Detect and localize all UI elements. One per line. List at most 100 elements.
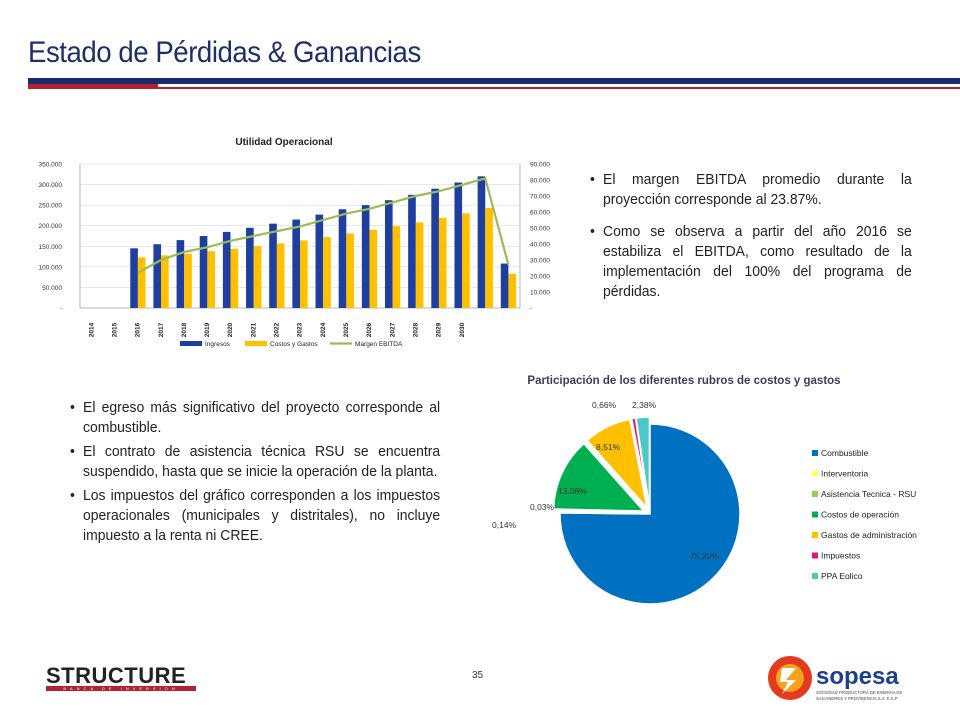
legend-label: PPA Eolico (821, 571, 863, 581)
pie-data-label: 0,14% (492, 520, 517, 530)
y2-tick-label: 10.000 (530, 290, 550, 297)
bar-costos (508, 273, 517, 308)
bullet-item: Los impuestos del gráfico corresponden a… (70, 486, 440, 546)
bar-ingresos (338, 209, 347, 308)
chart-title: Utilidad Operacional (235, 137, 332, 148)
bar-costos (207, 251, 216, 308)
x-tick-label: 2028 (413, 322, 420, 337)
page-title: Estado de Pérdidas & Ganancias (28, 36, 421, 69)
bar-costos (392, 226, 401, 308)
bar-costos (137, 257, 146, 308)
structure-logo: STRUCTURE BANCA DE INVERSION (46, 663, 196, 691)
bar-costos (253, 246, 262, 308)
x-tick-label: 2023 (297, 322, 304, 337)
legend-swatch (812, 491, 818, 497)
bar-costos (230, 248, 239, 308)
legend-swatch (812, 532, 818, 538)
bar-costos (346, 233, 354, 308)
cost-notes: El egreso más significativo del proyecto… (70, 398, 440, 550)
y2-tick-label: 70.000 (530, 194, 550, 201)
y2-tick-label: 60.000 (530, 210, 550, 217)
bullet-item: Como se observa a partir del año 2016 se… (590, 222, 912, 302)
sopesa-logo: sopesa SOCIEDAD PRODUCTORA DE ENERGIA DE… (768, 656, 902, 701)
sopesa-logo-subtext: SOCIEDAD PRODUCTORA DE ENERGIA DE (816, 690, 902, 695)
pie-slice (552, 442, 646, 512)
ebitda-notes: El margen EBITDA promedio durante la pro… (590, 170, 912, 314)
bar-ingresos (269, 223, 277, 308)
bar-ingresos (153, 244, 162, 308)
y2-tick-label: 30.000 (530, 258, 550, 265)
line-margen-ebitda (137, 177, 510, 274)
y2-tick-label: 40.000 (530, 242, 550, 249)
bar-costos (462, 213, 470, 308)
legend-label: Gastos de administración (821, 530, 917, 540)
y-tick-label: 100.000 (39, 264, 63, 271)
x-tick-label: 2025 (343, 322, 350, 337)
utilidad-operacional-chart: Utilidad Operacional - 50.000 100.000 150.0… (30, 128, 570, 360)
y2-tick-label: 80.000 (530, 178, 550, 185)
x-tick-label: 2020 (227, 322, 234, 337)
bar-ingresos (246, 227, 254, 308)
bullet-item: El margen EBITDA promedio durante la pro… (590, 170, 912, 210)
bar-ingresos (130, 248, 138, 308)
x-tick-label: 2014 (88, 322, 95, 337)
legend-label: Margen EBITDA (355, 341, 403, 348)
bar-costos (485, 208, 493, 308)
sopesa-bolt-icon (780, 668, 796, 694)
legend-swatch (180, 341, 202, 346)
y-tick-label: 250.000 (39, 203, 63, 210)
legend-label: Combustible (821, 448, 869, 458)
legend-label: Costos de operación (821, 510, 899, 520)
pie-slice (635, 416, 651, 508)
title-rule-red (28, 87, 960, 89)
bar-ingresos (384, 200, 393, 308)
title-rule-blue (28, 78, 960, 84)
legend-swatch (812, 450, 818, 456)
y-tick-label: 350.000 (39, 162, 63, 169)
x-tick-label: 2022 (274, 322, 281, 337)
sopesa-logo-text: sopesa (816, 663, 899, 690)
x-tick-label: 2015 (111, 322, 118, 337)
pie-data-label: 13,08% (558, 486, 587, 496)
bar-ingresos (292, 219, 300, 308)
legend-label: Ingresos (205, 341, 231, 348)
bar-costos (276, 243, 285, 308)
structure-logo-subtext: BANCA DE INVERSION (63, 686, 178, 691)
legend-swatch (812, 470, 818, 477)
bar-ingresos (454, 182, 463, 308)
bar-ingresos (315, 214, 324, 308)
y-tick-label: 300.000 (39, 182, 63, 189)
bullet-item: El contrato de asistencia técnica RSU se… (70, 442, 440, 482)
legend-swatch (812, 511, 818, 518)
x-tick-label: 2017 (158, 322, 165, 337)
structure-logo-text: STRUCTURE (46, 663, 186, 688)
pie-data-label: 0,66% (592, 400, 617, 410)
x-tick-label: 2019 (204, 322, 211, 337)
bar-ingresos (431, 188, 439, 308)
pie-slice (559, 423, 741, 605)
legend-swatch (245, 341, 267, 346)
bar-ingresos (361, 205, 370, 308)
y-tick-label: - (60, 306, 62, 313)
bar-costos (415, 222, 424, 308)
bullet-item: El egreso más significativo del proyecto… (70, 398, 440, 438)
bar-ingresos (199, 236, 208, 308)
y2-tick-label: 20.000 (530, 274, 550, 281)
y2-tick-label: 90.000 (530, 162, 550, 169)
pie-slice (586, 418, 649, 511)
legend-label: Impuestos (821, 551, 860, 561)
x-tick-label: 2027 (389, 322, 396, 337)
page-number: 35 (472, 670, 484, 681)
x-tick-label: 2016 (135, 322, 142, 337)
chart-title: Participación de los diferentes rubros d… (527, 375, 840, 387)
title-rule-red-accent (28, 84, 158, 87)
y-tick-label: 50.000 (42, 285, 62, 292)
y-tick-label: 150.000 (39, 244, 63, 251)
x-tick-label: 2029 (436, 322, 443, 337)
legend-label: Costos y Gastos (270, 341, 318, 348)
x-tick-label: 2018 (181, 322, 188, 337)
bar-costos (438, 217, 447, 308)
bar-costos (184, 253, 192, 308)
y-tick-label: 200.000 (39, 223, 63, 230)
x-tick-label: 2026 (366, 322, 373, 337)
